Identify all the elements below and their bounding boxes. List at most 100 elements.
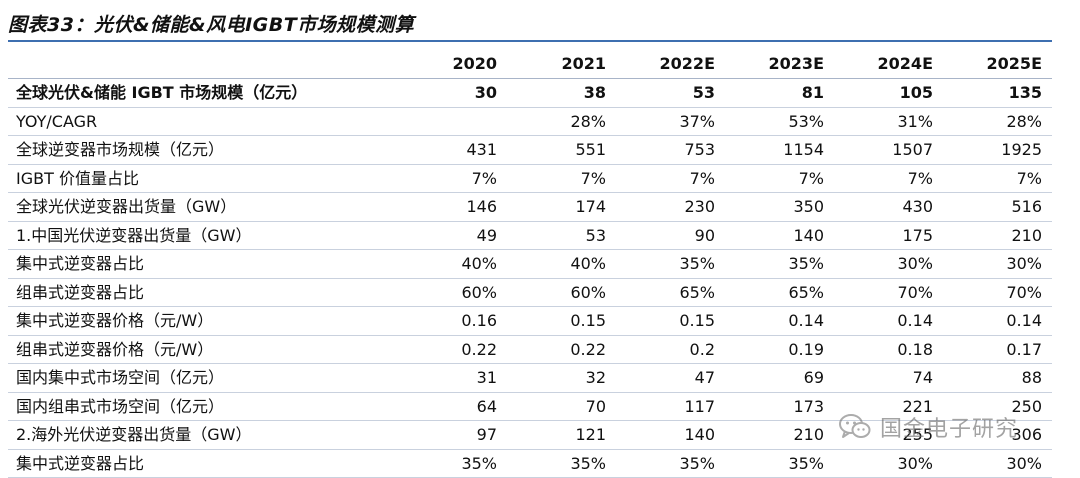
figure-caption: 图表33：光伏&储能&风电IGBT市场规模测算 <box>8 14 415 36</box>
row-label-cell: YOY/CAGR <box>8 107 398 136</box>
value-cell: 431 <box>398 135 507 165</box>
value-cell: 0.2 <box>616 335 725 364</box>
value-cell: 30% <box>943 249 1052 279</box>
table-row: YOY/CAGR 28% 37% 53% 31% 28% <box>8 107 1052 136</box>
value-cell: 88 <box>943 363 1052 393</box>
header-year-cell: 2021 <box>507 48 616 79</box>
value-cell: 7% <box>943 164 1052 193</box>
value-cell: 135 <box>943 78 1052 108</box>
value-cell: 64 <box>398 392 507 421</box>
table-row: 1.中国光伏逆变器出货量（GW） 49 53 90 140 175 210 <box>8 221 1052 250</box>
value-cell: 1507 <box>834 135 943 165</box>
value-cell: 30% <box>834 449 943 478</box>
value-cell: 32 <box>507 363 616 393</box>
table-row: 组串式逆变器占比 60% 60% 65% 65% 70% 70% <box>8 278 1052 307</box>
value-cell: 30% <box>943 449 1052 478</box>
value-cell: 255 <box>834 420 943 450</box>
table-row: 集中式逆变器占比 40% 40% 35% 35% 30% 30% <box>8 249 1052 279</box>
row-label-cell: 全球光伏逆变器出货量（GW） <box>8 192 398 222</box>
value-cell: 35% <box>616 449 725 478</box>
table-row: 2.海外光伏逆变器出货量（GW） 97 121 140 210 255 306 <box>8 420 1052 450</box>
value-cell: 74 <box>834 363 943 393</box>
value-cell: 0.14 <box>725 306 834 336</box>
table-row: 国内集中式市场空间（亿元） 31 32 47 69 74 88 <box>8 363 1052 393</box>
value-cell: 753 <box>616 135 725 165</box>
value-cell: 174 <box>507 192 616 222</box>
value-cell: 121 <box>507 420 616 450</box>
value-cell: 210 <box>725 420 834 450</box>
value-cell: 551 <box>507 135 616 165</box>
value-cell: 70 <box>507 392 616 421</box>
value-cell: 140 <box>616 420 725 450</box>
value-cell: 60% <box>398 278 507 307</box>
table-row: 全球光伏&储能 IGBT 市场规模（亿元） 30 38 53 81 105 135 <box>8 78 1052 108</box>
value-cell: 35% <box>725 249 834 279</box>
value-cell: 97 <box>398 420 507 450</box>
value-cell: 7% <box>725 164 834 193</box>
value-cell: 173 <box>725 392 834 421</box>
value-cell: 221 <box>834 392 943 421</box>
row-label-cell: 全球逆变器市场规模（亿元） <box>8 135 398 165</box>
value-cell: 35% <box>725 449 834 478</box>
value-cell: 117 <box>616 392 725 421</box>
value-cell: 7% <box>398 164 507 193</box>
row-label-cell: 集中式逆变器占比 <box>8 449 398 478</box>
row-label-cell: 1.中国光伏逆变器出货量（GW） <box>8 221 398 250</box>
value-cell: 69 <box>725 363 834 393</box>
value-cell: 70% <box>943 278 1052 307</box>
value-cell: 0.15 <box>616 306 725 336</box>
value-cell: 210 <box>943 221 1052 250</box>
value-cell: 430 <box>834 192 943 222</box>
row-label-cell: 组串式逆变器占比 <box>8 278 398 307</box>
value-cell: 306 <box>943 420 1052 450</box>
row-label-cell: 全球光伏&储能 IGBT 市场规模（亿元） <box>8 78 398 108</box>
value-cell: 0.14 <box>943 306 1052 336</box>
value-cell: 37% <box>616 107 725 136</box>
value-cell: 30% <box>834 249 943 279</box>
value-cell: 1925 <box>943 135 1052 165</box>
market-size-table: 2020 2021 2022E 2023E 2024E 2025E 全球光伏&储… <box>8 48 1052 478</box>
value-cell: 28% <box>943 107 1052 136</box>
value-cell: 31% <box>834 107 943 136</box>
table-row: 全球逆变器市场规模（亿元） 431 551 753 1154 1507 1925 <box>8 135 1052 165</box>
row-label-cell: 国内集中式市场空间（亿元） <box>8 363 398 393</box>
value-cell: 65% <box>725 278 834 307</box>
value-cell: 7% <box>834 164 943 193</box>
row-label-cell: 组串式逆变器价格（元/W） <box>8 335 398 364</box>
value-cell: 81 <box>725 78 834 108</box>
value-cell: 53% <box>725 107 834 136</box>
value-cell: 175 <box>834 221 943 250</box>
header-label-cell <box>8 48 398 79</box>
value-cell <box>398 107 507 136</box>
header-year-cell: 2024E <box>834 48 943 79</box>
value-cell: 30 <box>398 78 507 108</box>
header-year-cell: 2020 <box>398 48 507 79</box>
value-cell: 28% <box>507 107 616 136</box>
value-cell: 0.22 <box>507 335 616 364</box>
value-cell: 0.22 <box>398 335 507 364</box>
value-cell: 350 <box>725 192 834 222</box>
value-cell: 0.18 <box>834 335 943 364</box>
value-cell: 35% <box>507 449 616 478</box>
header-year-cell: 2022E <box>616 48 725 79</box>
table-row: 集中式逆变器价格（元/W） 0.16 0.15 0.15 0.14 0.14 0.14 <box>8 306 1052 336</box>
value-cell: 146 <box>398 192 507 222</box>
row-label-cell: 国内组串式市场空间（亿元） <box>8 392 398 421</box>
value-cell: 38 <box>507 78 616 108</box>
value-cell: 105 <box>834 78 943 108</box>
table-row: IGBT 价值量占比 7% 7% 7% 7% 7% 7% <box>8 164 1052 193</box>
caption-divider <box>8 40 1052 42</box>
row-label-cell: 集中式逆变器占比 <box>8 249 398 279</box>
value-cell: 70% <box>834 278 943 307</box>
row-label-cell: 集中式逆变器价格（元/W） <box>8 306 398 336</box>
row-label-cell: IGBT 价值量占比 <box>8 164 398 193</box>
value-cell: 516 <box>943 192 1052 222</box>
header-year-cell: 2023E <box>725 48 834 79</box>
value-cell: 40% <box>507 249 616 279</box>
table-header-row: 2020 2021 2022E 2023E 2024E 2025E <box>8 48 1052 79</box>
value-cell: 0.17 <box>943 335 1052 364</box>
table-row: 组串式逆变器价格（元/W） 0.22 0.22 0.2 0.19 0.18 0.17 <box>8 335 1052 364</box>
value-cell: 49 <box>398 221 507 250</box>
value-cell: 230 <box>616 192 725 222</box>
value-cell: 1154 <box>725 135 834 165</box>
